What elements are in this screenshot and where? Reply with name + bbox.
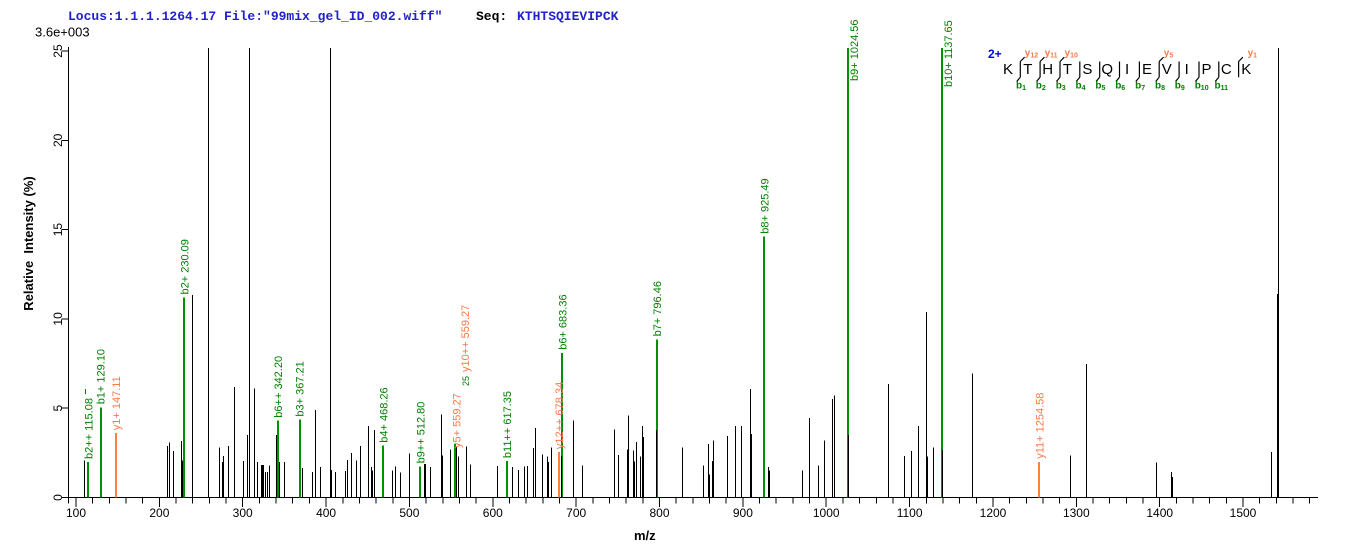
svg-text:b10+ 1137.65: b10+ 1137.65 (943, 20, 955, 87)
svg-text:1200: 1200 (980, 506, 1007, 520)
svg-text:K: K (1241, 61, 1251, 78)
svg-text:I: I (1125, 61, 1129, 78)
svg-text:T: T (1063, 61, 1072, 78)
svg-text:b2: b2 (1036, 81, 1046, 93)
svg-text:Seq:: Seq: (476, 9, 507, 24)
svg-text:y10++ 559.27: y10++ 559.27 (460, 305, 472, 372)
svg-text:800: 800 (649, 506, 669, 520)
svg-text:K: K (1003, 61, 1013, 78)
svg-text:b7: b7 (1135, 81, 1145, 93)
svg-text:5: 5 (51, 405, 65, 412)
svg-text:y1: y1 (1248, 48, 1258, 60)
svg-text:b3+ 367.21: b3+ 367.21 (295, 361, 307, 416)
svg-text:700: 700 (566, 506, 586, 520)
svg-text:15: 15 (51, 223, 65, 237)
svg-text:b1: b1 (1016, 81, 1026, 93)
svg-text:C: C (1221, 61, 1232, 78)
svg-text:y11: y11 (1045, 48, 1058, 60)
svg-text:y10: y10 (1065, 48, 1078, 60)
svg-text:25: 25 (461, 376, 471, 386)
svg-text:I: I (1185, 61, 1189, 78)
svg-text:V: V (1162, 61, 1172, 78)
svg-text:1300: 1300 (1063, 506, 1090, 520)
svg-text:y12++ 678.34: y12++ 678.34 (554, 382, 566, 449)
svg-text:b9++ 512.80: b9++ 512.80 (415, 402, 427, 464)
svg-text:20: 20 (51, 133, 65, 147)
svg-text:y11+ 1254.58: y11+ 1254.58 (1034, 393, 1046, 459)
svg-text:500: 500 (399, 506, 419, 520)
svg-text:b10: b10 (1195, 81, 1209, 93)
svg-text:Relative Intensity (%): Relative Intensity (%) (21, 176, 36, 310)
svg-text:25: 25 (51, 44, 65, 58)
svg-text:400: 400 (316, 506, 336, 520)
svg-text:b9+ 1024.56: b9+ 1024.56 (849, 20, 861, 81)
svg-text:P: P (1201, 61, 1211, 78)
svg-text:600: 600 (483, 506, 503, 520)
svg-text:3.6e+003: 3.6e+003 (35, 25, 90, 40)
svg-text:y1+ 147.11: y1+ 147.11 (111, 376, 123, 430)
svg-text:b4+ 468.26: b4+ 468.26 (378, 387, 390, 442)
svg-text:b6: b6 (1115, 81, 1125, 93)
svg-text:0: 0 (51, 494, 65, 501)
svg-text:b4: b4 (1076, 81, 1086, 93)
svg-text:200: 200 (149, 506, 169, 520)
svg-text:10: 10 (51, 312, 65, 326)
svg-text:y5+ 559.27: y5+ 559.27 (452, 393, 464, 448)
svg-text:b8+ 925.49: b8+ 925.49 (759, 178, 771, 233)
svg-text:b6++ 342.20: b6++ 342.20 (273, 356, 285, 418)
svg-text:2+: 2+ (988, 47, 1002, 61)
svg-text:b2++ 115.08: b2++ 115.08 (83, 398, 95, 459)
svg-text:1500: 1500 (1230, 506, 1257, 520)
svg-text:b11: b11 (1215, 81, 1229, 93)
svg-text:b7+ 796.46: b7+ 796.46 (652, 281, 664, 336)
svg-text:Locus:1.1.1.1264.17 File:"99mi: Locus:1.1.1.1264.17 File:"99mix_gel_ID_0… (68, 9, 442, 24)
svg-text:y12: y12 (1025, 48, 1038, 60)
svg-text:900: 900 (733, 506, 753, 520)
svg-text:b8: b8 (1155, 81, 1165, 93)
svg-text:Q: Q (1101, 61, 1113, 78)
svg-text:b3: b3 (1056, 81, 1066, 93)
svg-text:300: 300 (233, 506, 253, 520)
svg-text:T: T (1023, 61, 1032, 78)
svg-text:1000: 1000 (813, 506, 840, 520)
svg-text:S: S (1082, 61, 1092, 78)
svg-text:b2+ 230.09: b2+ 230.09 (180, 239, 192, 294)
svg-text:KTHTSQIEVIPCK: KTHTSQIEVIPCK (517, 9, 619, 24)
svg-text:b1+ 129.10: b1+ 129.10 (96, 349, 108, 404)
svg-text:b11++ 617.35: b11++ 617.35 (502, 391, 514, 458)
svg-text:b5: b5 (1095, 81, 1105, 93)
svg-text:b9: b9 (1175, 81, 1185, 93)
svg-text:E: E (1142, 61, 1152, 78)
svg-text:1100: 1100 (897, 506, 923, 520)
svg-text:100: 100 (66, 506, 86, 520)
svg-text:y5: y5 (1164, 48, 1174, 60)
svg-text:b6+ 683.36: b6+ 683.36 (557, 294, 569, 349)
svg-text:m/z: m/z (634, 528, 656, 543)
svg-text:H: H (1042, 61, 1053, 78)
svg-text:1400: 1400 (1146, 506, 1173, 520)
